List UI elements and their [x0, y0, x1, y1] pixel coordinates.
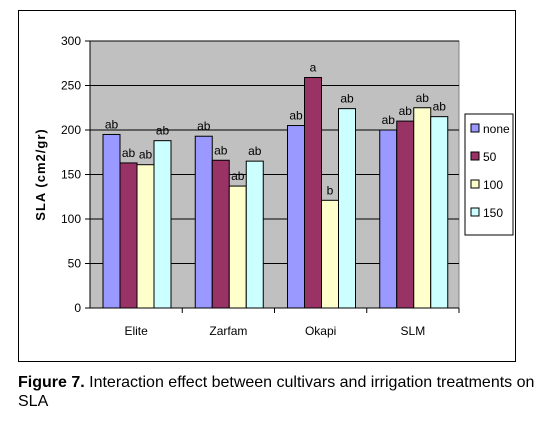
data-label: ab: [382, 113, 396, 127]
legend-label-50: 50: [483, 150, 497, 164]
data-label: ab: [231, 169, 245, 183]
bar-okapi-50: [304, 76, 322, 309]
bar-slm-100: [413, 107, 432, 309]
bar-slm-none: [379, 129, 398, 309]
data-label: ab: [399, 104, 413, 118]
data-label: ab: [122, 146, 136, 160]
bar-elite-100: [136, 164, 155, 309]
caption-text: Interaction effect between cultivars and…: [18, 374, 535, 410]
data-label: ab: [156, 124, 170, 138]
data-label: ab: [139, 148, 153, 162]
bar-elite-150: [153, 140, 172, 309]
y-axis-title: SLA (cm2/gr): [33, 128, 48, 220]
y-tick-label: 250: [61, 79, 81, 93]
y-tick-label: 300: [61, 34, 81, 48]
y-tick-label: 50: [68, 257, 82, 271]
data-label: ab: [433, 100, 447, 114]
legend-swatch-50: [470, 151, 480, 161]
y-tick-label: 0: [74, 301, 81, 315]
bar-zarfam-none: [194, 135, 213, 309]
data-label: b: [327, 183, 334, 197]
x-tick-label-zarfam: Zarfam: [209, 324, 247, 338]
legend-label-none: none: [483, 122, 510, 136]
bar-okapi-150: [338, 108, 356, 309]
bar-okapi-100: [321, 199, 339, 309]
y-tick-label: 100: [61, 212, 81, 226]
bar-zarfam-150: [245, 160, 264, 309]
data-label: ab: [289, 109, 303, 123]
bar-zarfam-50: [211, 159, 230, 309]
chart-frame: 0 50 100 150 200 250 300 Elite ab ab ab ab Zarfam ab a…: [18, 10, 516, 362]
bar-elite-none: [102, 133, 121, 309]
data-label: a: [310, 60, 317, 74]
data-label: ab: [416, 91, 430, 105]
legend-label-150: 150: [483, 206, 503, 220]
x-tick-label-elite: Elite: [124, 324, 148, 338]
x-tick-label-slm: SLM: [401, 324, 426, 338]
x-tick-label-okapi: Okapi: [305, 324, 336, 338]
data-label: ab: [197, 119, 211, 133]
y-tick-label: 200: [61, 123, 81, 137]
bar-zarfam-100: [228, 185, 247, 309]
legend-label-100: 100: [483, 178, 503, 192]
bar-elite-50: [119, 162, 138, 309]
y-tick-label: 150: [61, 168, 81, 182]
data-label: ab: [248, 144, 262, 158]
data-label: ab: [105, 117, 119, 131]
bar-okapi-none: [287, 125, 305, 309]
legend-swatch-100: [470, 179, 480, 189]
legend-swatch-150: [470, 207, 480, 217]
data-label: ab: [340, 92, 354, 106]
bar-slm-150: [430, 116, 449, 309]
data-label: ab: [214, 143, 228, 157]
caption-label: Figure 7.: [18, 374, 85, 391]
legend-swatch-none: [470, 123, 480, 133]
figure-caption: Figure 7. Interaction effect between cul…: [18, 373, 538, 411]
bar-slm-50: [396, 120, 415, 309]
